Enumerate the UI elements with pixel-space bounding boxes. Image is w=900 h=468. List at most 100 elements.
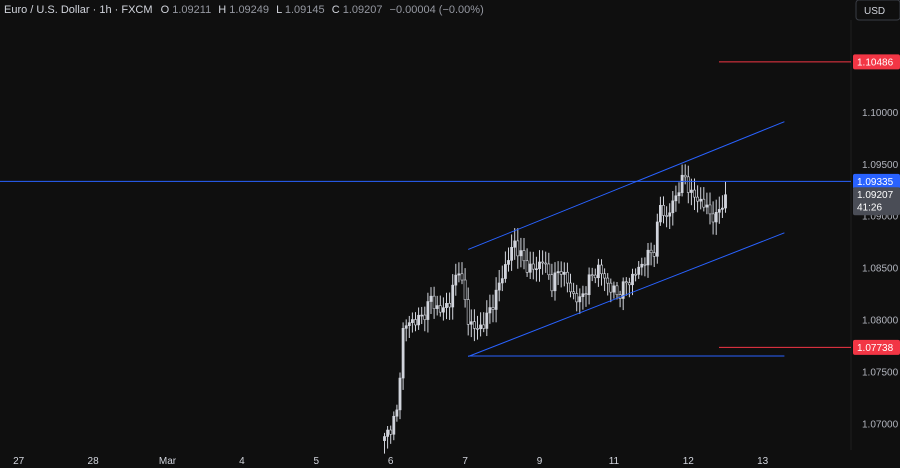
candle [469, 309, 473, 338]
price-tag-label: 1.10486 [857, 57, 894, 68]
candle [410, 312, 414, 333]
candle-body [547, 263, 551, 276]
time-tick-label: 7 [462, 456, 468, 467]
candle-body [649, 249, 653, 254]
candle-body [671, 200, 675, 214]
high-label: H [218, 4, 226, 16]
candle-body [534, 268, 538, 271]
high-value: 1.09249 [229, 4, 269, 16]
candle-body [621, 281, 625, 299]
candle-body [553, 272, 557, 292]
candle-body [389, 429, 393, 435]
time-tick-label: 13 [757, 456, 769, 467]
candle-body [407, 322, 411, 326]
candle [488, 294, 492, 324]
candle [590, 267, 594, 282]
candle [640, 257, 644, 276]
candle [389, 425, 393, 444]
candle [569, 273, 572, 298]
candle-body [640, 263, 644, 268]
ohlc-header: Euro / U.S. Dollar · 1h · FXCM O 1.09211… [4, 4, 484, 16]
candle-body [572, 291, 576, 294]
candle [665, 206, 669, 228]
candle [553, 262, 557, 301]
candle-body [503, 264, 507, 279]
candle [634, 268, 638, 282]
candle-body [637, 266, 641, 275]
candle [445, 292, 448, 320]
candle [714, 199, 718, 235]
candle [702, 187, 706, 212]
price-tick-label: 1.07000 [862, 420, 899, 431]
candle-body [472, 321, 476, 329]
candle [423, 306, 427, 332]
price-tick-label: 1.07500 [862, 368, 899, 379]
currency-button[interactable]: USD [855, 0, 900, 21]
candle [565, 262, 569, 293]
candle [643, 257, 647, 277]
currency-button-frame[interactable] [855, 0, 900, 21]
candle-body [516, 240, 520, 257]
candle-body [596, 264, 600, 279]
candle-body [665, 215, 669, 217]
candle [624, 277, 628, 296]
candle [516, 228, 520, 269]
candle-body [615, 285, 619, 295]
currency-button-label[interactable]: USD [864, 6, 885, 17]
candle [407, 315, 411, 338]
candle-body [522, 250, 526, 262]
open-label: O [161, 4, 170, 16]
candle [386, 426, 390, 449]
candle-body [463, 279, 467, 300]
candle-body [584, 293, 588, 296]
price-tag-box [853, 173, 900, 189]
time-tick-label: 12 [683, 456, 695, 467]
candle-body [609, 282, 613, 293]
candle [547, 252, 551, 280]
candle [671, 191, 675, 226]
candle-body [565, 271, 569, 284]
candle [578, 288, 582, 314]
candle [689, 178, 693, 206]
candle [522, 238, 526, 270]
candle-body [658, 205, 662, 223]
candle [606, 273, 610, 296]
price-axis[interactable]: 1.10000 1.09500 1.09000 1.08500 1.08000 1.075… [862, 108, 899, 431]
candles-layer [383, 164, 727, 454]
candle-body [569, 282, 572, 293]
candle [627, 277, 631, 298]
candle [686, 165, 690, 204]
candle-body [466, 299, 470, 325]
candle-body [460, 273, 464, 281]
candle-body [538, 261, 541, 270]
candle [392, 411, 396, 441]
candle [435, 295, 439, 316]
candle-body [448, 303, 452, 308]
candle [609, 278, 613, 303]
candle-body [559, 271, 563, 275]
symbol-title: Euro / U.S. Dollar · 1h · FXCM [4, 4, 153, 16]
candle-body [414, 319, 417, 326]
candle-body [705, 204, 709, 208]
time-axis[interactable]: 27 28 Mar 4 5 6 7 9 11 12 13 [13, 456, 769, 467]
candle [677, 182, 681, 204]
candle [587, 267, 591, 305]
price-tag-label: 1.07738 [857, 343, 894, 354]
price-tick-label: 1.09000 [862, 212, 899, 223]
channel-lower-line[interactable] [468, 232, 785, 357]
candle [717, 196, 721, 224]
candle-body [634, 273, 638, 276]
candle [482, 312, 486, 333]
candle-body [562, 271, 566, 275]
candle-body [655, 221, 659, 257]
candle-body [432, 295, 436, 309]
candle-body [720, 207, 724, 210]
candle [584, 286, 588, 307]
candle [646, 242, 650, 278]
candle [612, 281, 616, 299]
candle [680, 164, 684, 197]
candle [497, 269, 501, 302]
candle-body [631, 273, 634, 286]
channel-upper-line[interactable] [468, 121, 785, 250]
